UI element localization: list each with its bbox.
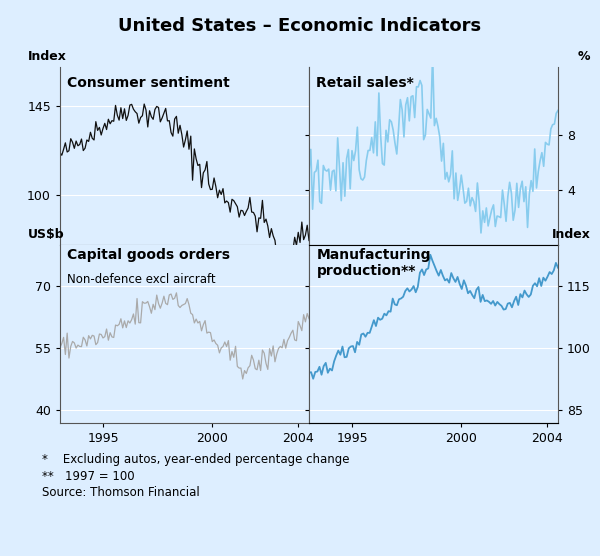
Text: Consumer sentiment: Consumer sentiment xyxy=(67,76,230,90)
Text: Retail sales*: Retail sales* xyxy=(316,76,414,90)
Text: *    Excluding autos, year-ended percentage change: * Excluding autos, year-ended percentage… xyxy=(42,453,349,466)
Text: **   1997 = 100: ** 1997 = 100 xyxy=(42,470,134,483)
Text: Non-defence excl aircraft: Non-defence excl aircraft xyxy=(67,273,216,286)
Text: Source: Thomson Financial: Source: Thomson Financial xyxy=(42,486,200,499)
Text: Index: Index xyxy=(551,228,590,241)
Text: Capital goods orders: Capital goods orders xyxy=(67,248,230,262)
Text: United States – Economic Indicators: United States – Economic Indicators xyxy=(118,17,482,34)
Text: Manufacturing
production**: Manufacturing production** xyxy=(316,248,431,279)
Text: %: % xyxy=(578,50,590,63)
Text: Index: Index xyxy=(28,50,67,63)
Text: US$b: US$b xyxy=(28,228,64,241)
